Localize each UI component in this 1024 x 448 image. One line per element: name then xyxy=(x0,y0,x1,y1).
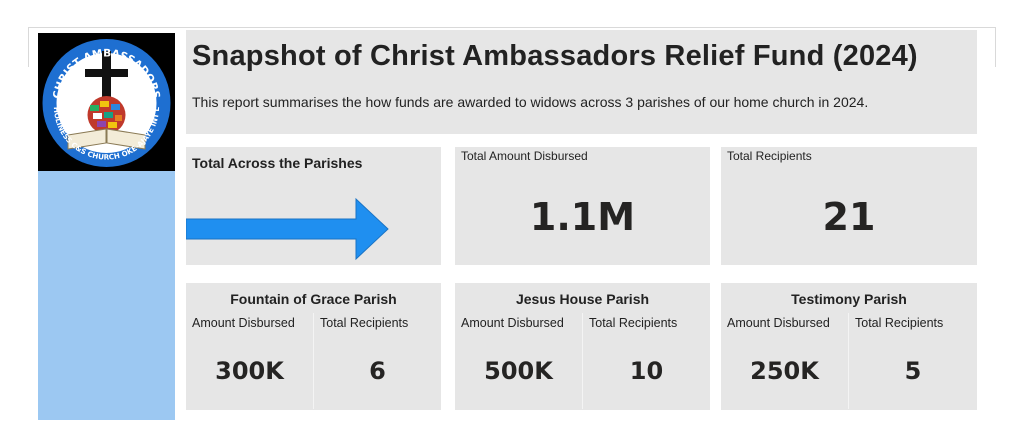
total-recipients-card: Total Recipients 21 xyxy=(721,147,977,265)
total-recipients-value: 6 xyxy=(369,357,386,385)
page-subtitle: This report summarises the how funds are… xyxy=(192,94,869,110)
parish-card-testimony: Testimony Parish Amount Disbursed Total … xyxy=(721,283,977,410)
column-divider xyxy=(848,313,849,409)
page-title: Snapshot of Christ Ambassadors Relief Fu… xyxy=(192,40,918,72)
parish-card-jesus-house: Jesus House Parish Amount Disbursed Tota… xyxy=(455,283,710,410)
summary-card: Total Across the Parishes xyxy=(186,147,441,265)
total-recipients-label: Total Recipients xyxy=(320,316,409,330)
total-recipients-label: Total Recipients xyxy=(727,149,812,163)
total-amount-card: Total Amount Disbursed 1.1M xyxy=(455,147,710,265)
parish-name: Testimony Parish xyxy=(791,291,907,307)
column-divider xyxy=(313,313,314,409)
title-panel: Snapshot of Christ Ambassadors Relief Fu… xyxy=(186,30,977,134)
amount-disbursed-value: 300K xyxy=(215,357,284,385)
right-arrow-icon xyxy=(186,197,389,261)
total-recipients-label: Total Recipients xyxy=(855,316,944,330)
church-logo-icon: CHRIST AMBASSADORS HOLINESS C&S CHURCH O… xyxy=(42,39,171,167)
total-recipients-value: 21 xyxy=(822,195,876,239)
frame-border-right xyxy=(995,27,996,67)
church-logo: CHRIST AMBASSADORS HOLINESS C&S CHURCH O… xyxy=(38,33,175,171)
parish-card-fountain-of-grace: Fountain of Grace Parish Amount Disburse… xyxy=(186,283,441,410)
amount-disbursed-value: 500K xyxy=(484,357,553,385)
frame-border-left xyxy=(28,27,29,67)
total-amount-label: Total Amount Disbursed xyxy=(461,149,588,163)
amount-disbursed-value: 250K xyxy=(750,357,819,385)
total-amount-value: 1.1M xyxy=(529,195,636,239)
parish-name: Jesus House Parish xyxy=(515,291,650,307)
amount-disbursed-label: Amount Disbursed xyxy=(192,316,295,330)
total-recipients-value: 5 xyxy=(904,357,922,385)
amount-disbursed-label: Amount Disbursed xyxy=(727,316,830,330)
total-recipients-label: Total Recipients xyxy=(589,316,678,330)
amount-disbursed-label: Amount Disbursed xyxy=(461,316,564,330)
parish-name: Fountain of Grace Parish xyxy=(230,291,397,307)
column-divider xyxy=(582,313,583,409)
frame-border xyxy=(28,27,996,28)
total-recipients-value: 10 xyxy=(629,357,664,385)
summary-label: Total Across the Parishes xyxy=(192,155,363,171)
